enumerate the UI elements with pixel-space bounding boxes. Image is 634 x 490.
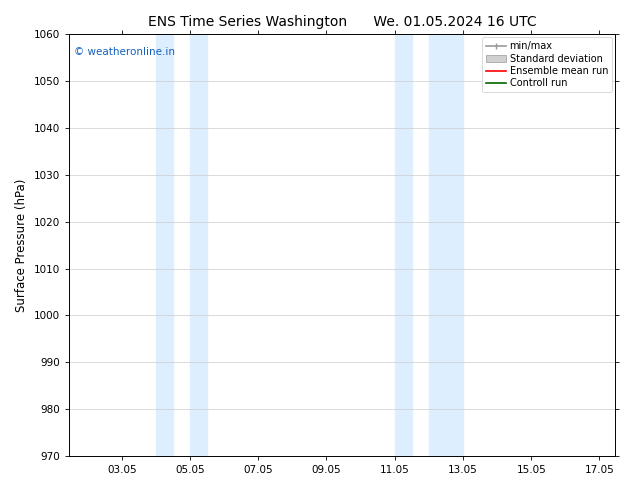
- Bar: [429, 34, 463, 456]
- Bar: [156, 34, 173, 456]
- Legend: min/max, Standard deviation, Ensemble mean run, Controll run: min/max, Standard deviation, Ensemble me…: [482, 37, 612, 92]
- Title: ENS Time Series Washington      We. 01.05.2024 16 UTC: ENS Time Series Washington We. 01.05.202…: [148, 15, 536, 29]
- Y-axis label: Surface Pressure (hPa): Surface Pressure (hPa): [15, 178, 28, 312]
- Bar: [395, 34, 412, 456]
- Bar: [190, 34, 207, 456]
- Text: © weatheronline.in: © weatheronline.in: [74, 47, 175, 57]
